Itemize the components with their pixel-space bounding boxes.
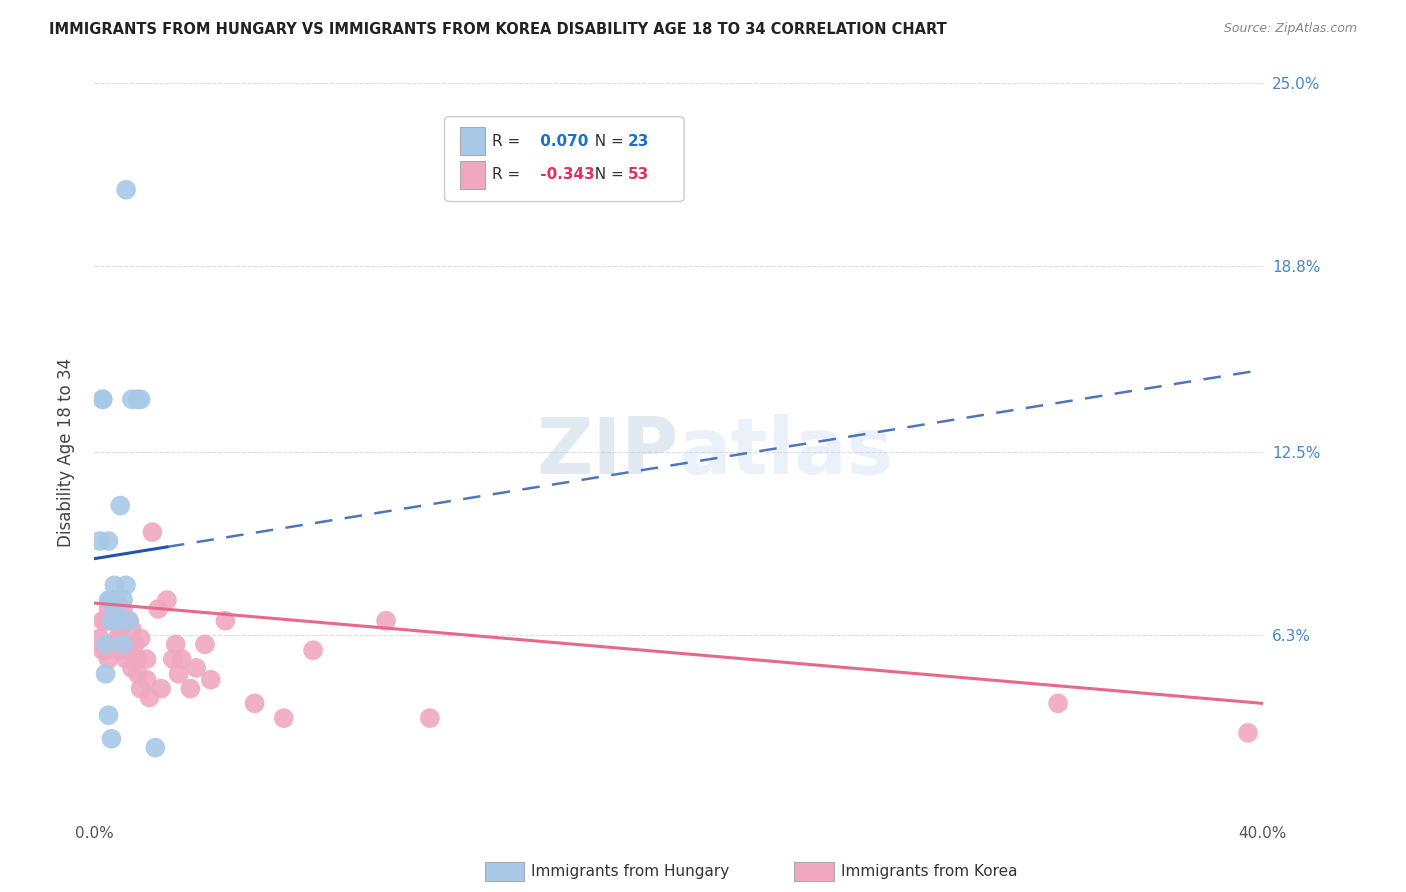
Point xyxy=(375,614,398,628)
Point xyxy=(112,637,135,651)
Point xyxy=(419,711,441,725)
Point xyxy=(165,637,187,651)
Text: 53: 53 xyxy=(628,168,650,183)
Text: R =: R = xyxy=(492,168,526,183)
Text: ZIP: ZIP xyxy=(536,415,678,491)
Point xyxy=(127,666,149,681)
Text: Source: ZipAtlas.com: Source: ZipAtlas.com xyxy=(1223,22,1357,36)
Point xyxy=(97,534,120,549)
Point xyxy=(89,534,111,549)
Point xyxy=(103,602,125,616)
Point xyxy=(94,643,117,657)
Point xyxy=(100,731,122,746)
Point xyxy=(1237,726,1260,740)
Point xyxy=(121,623,143,637)
Point xyxy=(110,499,132,513)
Point xyxy=(135,652,157,666)
Point xyxy=(141,525,163,540)
Point xyxy=(97,602,120,616)
Text: R =: R = xyxy=(492,134,526,148)
FancyBboxPatch shape xyxy=(460,127,485,155)
Point xyxy=(112,637,135,651)
Point xyxy=(115,614,138,628)
Point xyxy=(124,637,146,651)
Point xyxy=(94,614,117,628)
Text: -0.343: -0.343 xyxy=(534,168,595,183)
Point xyxy=(94,637,117,651)
Point xyxy=(129,681,152,696)
Point xyxy=(115,183,138,197)
Text: N =: N = xyxy=(585,168,628,183)
Point xyxy=(194,637,217,651)
Point xyxy=(103,593,125,607)
Text: Immigrants from Korea: Immigrants from Korea xyxy=(841,864,1018,879)
Point xyxy=(91,643,114,657)
Point xyxy=(97,652,120,666)
Point xyxy=(110,623,132,637)
Point xyxy=(105,632,128,646)
Point xyxy=(94,666,117,681)
Point xyxy=(143,740,166,755)
FancyBboxPatch shape xyxy=(460,161,485,189)
Point xyxy=(148,602,170,616)
Text: atlas: atlas xyxy=(678,415,893,491)
Point xyxy=(273,711,295,725)
Point xyxy=(105,614,128,628)
Point xyxy=(135,673,157,687)
Point xyxy=(118,643,141,657)
Point xyxy=(91,392,114,407)
Point xyxy=(115,652,138,666)
Point xyxy=(115,578,138,592)
Point xyxy=(302,643,325,657)
Point xyxy=(112,602,135,616)
Point xyxy=(91,392,114,407)
Point xyxy=(1047,697,1070,711)
Point xyxy=(127,652,149,666)
Point xyxy=(200,673,222,687)
Point xyxy=(150,681,173,696)
Point xyxy=(243,697,266,711)
Text: IMMIGRANTS FROM HUNGARY VS IMMIGRANTS FROM KOREA DISABILITY AGE 18 TO 34 CORRELA: IMMIGRANTS FROM HUNGARY VS IMMIGRANTS FR… xyxy=(49,22,948,37)
Point xyxy=(100,593,122,607)
Point xyxy=(100,593,122,607)
Point xyxy=(138,690,160,705)
Point xyxy=(91,614,114,628)
Text: 23: 23 xyxy=(628,134,650,148)
Point xyxy=(100,637,122,651)
Point xyxy=(179,681,201,696)
Point xyxy=(112,593,135,607)
Point xyxy=(100,614,122,628)
Point xyxy=(170,652,193,666)
Text: 0.070: 0.070 xyxy=(534,134,588,148)
Point xyxy=(214,614,236,628)
Point xyxy=(110,643,132,657)
Point xyxy=(127,392,149,407)
Point xyxy=(121,392,143,407)
Point xyxy=(89,632,111,646)
FancyBboxPatch shape xyxy=(444,117,685,202)
Point xyxy=(162,652,184,666)
Point xyxy=(100,614,122,628)
Point xyxy=(97,708,120,723)
Y-axis label: Disability Age 18 to 34: Disability Age 18 to 34 xyxy=(58,358,75,547)
Point xyxy=(97,614,120,628)
Point xyxy=(121,661,143,675)
Point xyxy=(156,593,179,607)
Point xyxy=(103,637,125,651)
Point xyxy=(118,614,141,628)
Point xyxy=(97,593,120,607)
Point xyxy=(167,666,190,681)
Point xyxy=(103,578,125,592)
Text: Immigrants from Hungary: Immigrants from Hungary xyxy=(531,864,730,879)
Point xyxy=(129,392,152,407)
Text: N =: N = xyxy=(585,134,628,148)
Point xyxy=(105,593,128,607)
Point xyxy=(118,614,141,628)
Point xyxy=(129,632,152,646)
Point xyxy=(186,661,208,675)
